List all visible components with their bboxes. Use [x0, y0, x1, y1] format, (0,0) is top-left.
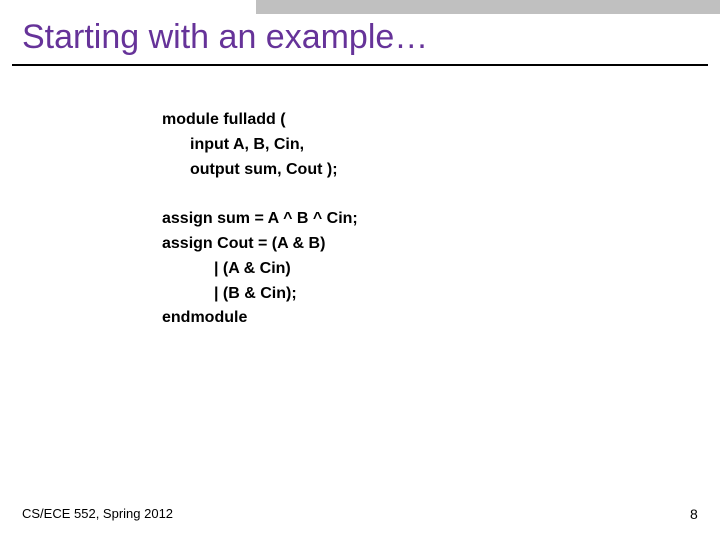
- footer-course: CS/ECE 552, Spring 2012: [22, 506, 173, 521]
- code-line: module fulladd (: [162, 111, 286, 128]
- code-line: assign sum = A ^ B ^ Cin;: [162, 210, 358, 227]
- code-line: output sum, Cout );: [162, 158, 358, 183]
- top-accent-bar: [256, 0, 720, 14]
- code-line: endmodule: [162, 309, 247, 326]
- slide-title: Starting with an example…: [22, 18, 428, 57]
- code-line: input A, B, Cin,: [162, 133, 358, 158]
- slide: Starting with an example… module fulladd…: [0, 0, 720, 540]
- code-line: | (B & Cin);: [162, 282, 358, 307]
- code-line: assign Cout = (A & B): [162, 235, 325, 252]
- code-block: module fulladd ( input A, B, Cin, output…: [162, 108, 358, 331]
- title-underline: [12, 64, 708, 66]
- code-line: | (A & Cin): [162, 257, 358, 282]
- footer-page-number: 8: [690, 506, 698, 522]
